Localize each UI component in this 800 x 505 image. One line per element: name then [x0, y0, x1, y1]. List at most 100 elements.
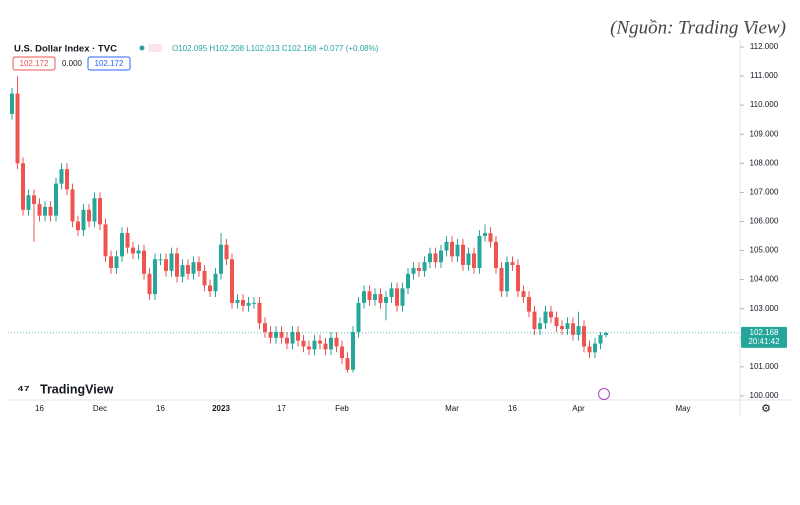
candle-body: [98, 198, 102, 225]
y-tick-label: 107.000: [750, 187, 779, 196]
candle-body: [301, 340, 306, 347]
candle-body: [505, 262, 509, 292]
candle-body: [384, 297, 388, 303]
candle-body: [180, 265, 185, 277]
candle-body: [219, 244, 223, 274]
candle-body: [147, 273, 152, 295]
settings-icon[interactable]: ⚙: [761, 403, 771, 415]
candle-body: [109, 256, 113, 268]
candle-body: [532, 311, 537, 330]
candle-body: [549, 311, 553, 318]
candle-body: [274, 331, 278, 338]
candle-body: [208, 285, 212, 292]
candle-body: [43, 206, 47, 216]
candle-body: [268, 331, 273, 338]
candle-body: [120, 233, 124, 257]
candle-body: [241, 299, 245, 306]
x-tick-label: 16: [35, 404, 44, 413]
candle-body: [175, 253, 179, 277]
candle-body: [587, 346, 592, 353]
candle-body: [169, 253, 174, 271]
candle-body: [362, 291, 366, 303]
badge: 102.172: [95, 59, 124, 68]
ohlc-readout: O102.095 H102.208 L102.013 C102.168 +0.0…: [172, 44, 379, 53]
candle-body: [230, 259, 234, 303]
candle-body: [444, 241, 449, 251]
candle-body: [323, 343, 328, 350]
candle-body: [406, 273, 410, 289]
candle-body: [296, 331, 300, 341]
badge-box: [87, 56, 131, 71]
candle-body: [158, 259, 163, 261]
candle-body: [142, 250, 146, 274]
candle-body: [125, 233, 130, 248]
candle-body: [87, 209, 91, 222]
plot-area: [8, 40, 740, 400]
candle-body: [307, 346, 311, 350]
candle-body: [483, 233, 487, 236]
candle-body: [351, 331, 355, 370]
source-note: (Nguồn: Trading View): [610, 17, 786, 38]
candle-body: [48, 206, 53, 216]
y-tick-label: 109.000: [750, 129, 779, 138]
status-dot: [139, 45, 145, 51]
candle-body: [197, 262, 201, 271]
candle-body: [356, 302, 361, 332]
candle-body: [263, 323, 267, 332]
y-tick-label: 110.000: [750, 100, 779, 109]
candle-body: [466, 253, 471, 266]
candle-body: [290, 331, 295, 344]
x-tick-label: Apr: [572, 404, 585, 413]
badge: 0.000: [62, 59, 83, 68]
candle-body: [461, 244, 465, 266]
candle-body: [450, 241, 454, 257]
candle-body: [576, 326, 581, 335]
candle-body: [345, 358, 350, 370]
market-badge: [148, 44, 162, 52]
candle-body: [521, 291, 526, 298]
logo-mark: ⁴⁷: [17, 382, 30, 398]
candle-body: [318, 340, 322, 344]
y-tick-label: 100.000: [750, 391, 779, 400]
candle-body: [516, 265, 520, 292]
badge: 102.172: [20, 59, 49, 68]
candle-body: [582, 326, 586, 347]
candle-body: [70, 189, 75, 222]
y-tick-label: 104.000: [750, 275, 779, 284]
candle-body: [257, 302, 262, 324]
candle-body: [114, 256, 119, 268]
candle-body: [455, 244, 460, 257]
x-tick-label: Dec: [93, 404, 107, 413]
candle-body: [417, 267, 421, 271]
candle-body: [367, 291, 372, 300]
candle-body: [565, 323, 570, 330]
candle-body: [433, 253, 438, 263]
candle-body: [527, 297, 531, 312]
candle-body: [164, 259, 168, 271]
y-tick-label: 111.000: [750, 71, 778, 80]
candle-body: [81, 209, 86, 231]
candle-body: [76, 221, 80, 231]
x-tick-label: Mar: [445, 404, 459, 413]
y-tick-label: 101.000: [750, 362, 779, 371]
candle-body: [202, 270, 207, 286]
x-tick-label: Feb: [335, 404, 349, 413]
y-tick-label: 106.000: [750, 217, 779, 226]
candle-body: [389, 288, 394, 298]
candle-body: [191, 262, 196, 274]
x-tick-label: 16: [156, 404, 165, 413]
candle-body: [103, 224, 108, 257]
candle-body: [224, 244, 229, 260]
candle-body: [26, 195, 31, 210]
candle-body: [560, 326, 564, 330]
price-tag-time: 20:41:42: [748, 337, 780, 346]
candle-body: [598, 335, 603, 344]
events-icon[interactable]: [598, 388, 610, 400]
candle-body: [153, 259, 157, 295]
y-tick-label: 112.000: [750, 42, 779, 51]
candle-body: [235, 299, 240, 303]
candle-body: [65, 169, 69, 190]
candle-body: [136, 250, 141, 254]
candle-body: [92, 198, 97, 222]
